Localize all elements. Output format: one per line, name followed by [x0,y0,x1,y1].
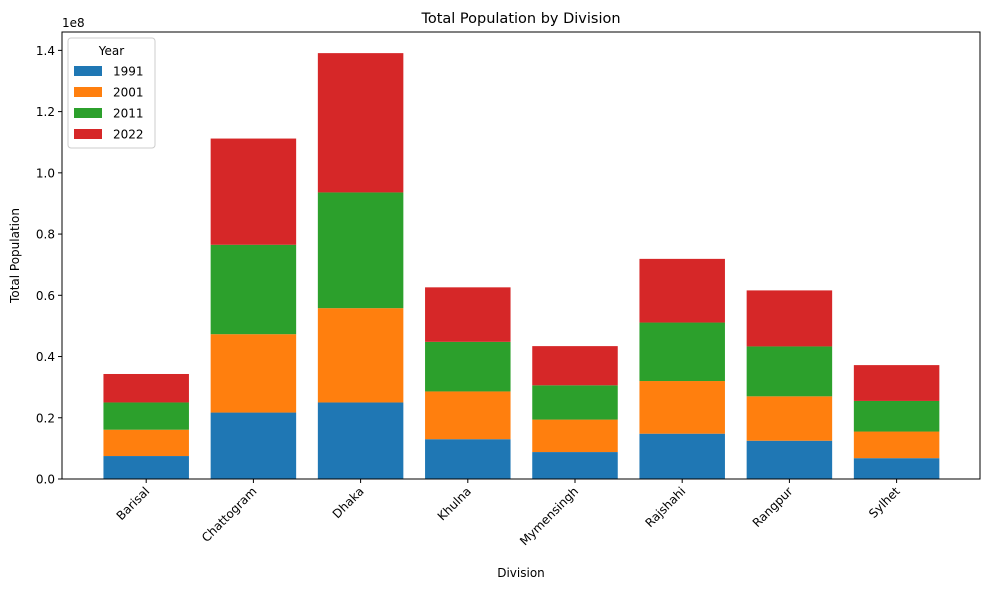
bar-sylhet-2022 [853,365,940,401]
legend-swatch-2001 [74,87,102,97]
y-tick-label: 0.2 [36,411,55,425]
bar-khulna-2001 [425,391,511,440]
legend-swatch-2022 [74,129,102,139]
bar-khulna-1991 [425,439,511,479]
y-tick-label: 0.4 [36,350,55,364]
bar-rajshahi-2001 [639,381,725,434]
bar-barisal-2001 [103,429,189,457]
y-axis-label: Total Population [8,208,22,304]
y-tick-label: 0.6 [36,289,55,303]
bar-dhaka-2001 [317,308,404,403]
x-tick-label-khulna: Khulna [435,484,474,523]
y-tick-label: 1.0 [36,166,55,180]
bar-barisal-2022 [103,373,189,403]
bar-rajshahi-2011 [639,322,725,382]
bar-dhaka-1991 [317,402,404,479]
bar-chattogram-2011 [210,244,297,335]
x-axis-label: Division [497,566,545,580]
bar-sylhet-1991 [853,458,940,479]
y-tick-label: 0.0 [36,473,55,487]
legend-label-2022: 2022 [113,128,144,142]
y-tick-label: 0.8 [36,228,55,242]
y-tick-label: 1.4 [36,44,55,58]
legend-label-1991: 1991 [113,65,144,79]
bar-dhaka-2022 [317,53,404,193]
bar-mymensingh-2022 [532,346,618,386]
plot-frame [61,31,981,480]
bar-chattogram-2022 [210,138,297,245]
legend-items: 1991 2001 2011 2022 [74,65,144,142]
chart-title: Total Population by Division [420,11,620,27]
bar-chattogram-1991 [210,412,297,479]
bar-rajshahi-1991 [639,433,725,479]
bar-khulna-2022 [425,287,511,342]
bar-mymensingh-1991 [532,452,618,479]
x-tick-label-sylhet: Sylhet [866,484,903,521]
y-tick-label: 1.2 [36,105,55,119]
x-axis: Barisal Chattogram Dhaka Khulna Mymensingh Ra… [114,479,903,548]
legend-title: Year [98,44,124,58]
bar-chattogram-2001 [210,334,297,413]
bar-barisal-1991 [103,456,189,479]
x-tick-label-rajshahi: Rajshahi [642,484,688,530]
x-tick-label-dhaka: Dhaka [330,484,367,521]
x-tick-label-mymensingh: Mymensingh [517,484,581,548]
bar-mymensingh-2011 [532,385,618,420]
bars-layer [103,53,940,479]
bar-rangpur-2001 [746,396,833,441]
bar-dhaka-2011 [317,192,404,309]
bar-mymensingh-2001 [532,419,618,453]
legend-label-2011: 2011 [113,107,144,121]
bar-rajshahi-2022 [639,258,725,323]
y-axis: 0.0 0.2 0.4 0.6 0.8 1.0 1.2 1.4 [36,44,62,487]
bar-rangpur-2022 [746,290,833,347]
y-scale-label: 1e8 [62,16,85,30]
legend: Year 1991 2001 2011 2022 [67,37,156,149]
legend-swatch-1991 [74,66,102,76]
bar-rangpur-2011 [746,346,833,397]
bar-khulna-2011 [425,341,511,392]
bar-sylhet-2001 [853,431,940,459]
bar-sylhet-2011 [853,400,940,432]
legend-swatch-2011 [74,108,102,118]
x-tick-label-chattogram: Chattogram [199,484,260,545]
bar-barisal-2011 [103,402,189,430]
x-tick-label-barisal: Barisal [114,484,153,523]
bar-rangpur-1991 [746,440,833,479]
legend-label-2001: 2001 [113,86,144,100]
x-tick-label-rangpur: Rangpur [750,484,796,530]
legend-frame [67,37,156,149]
